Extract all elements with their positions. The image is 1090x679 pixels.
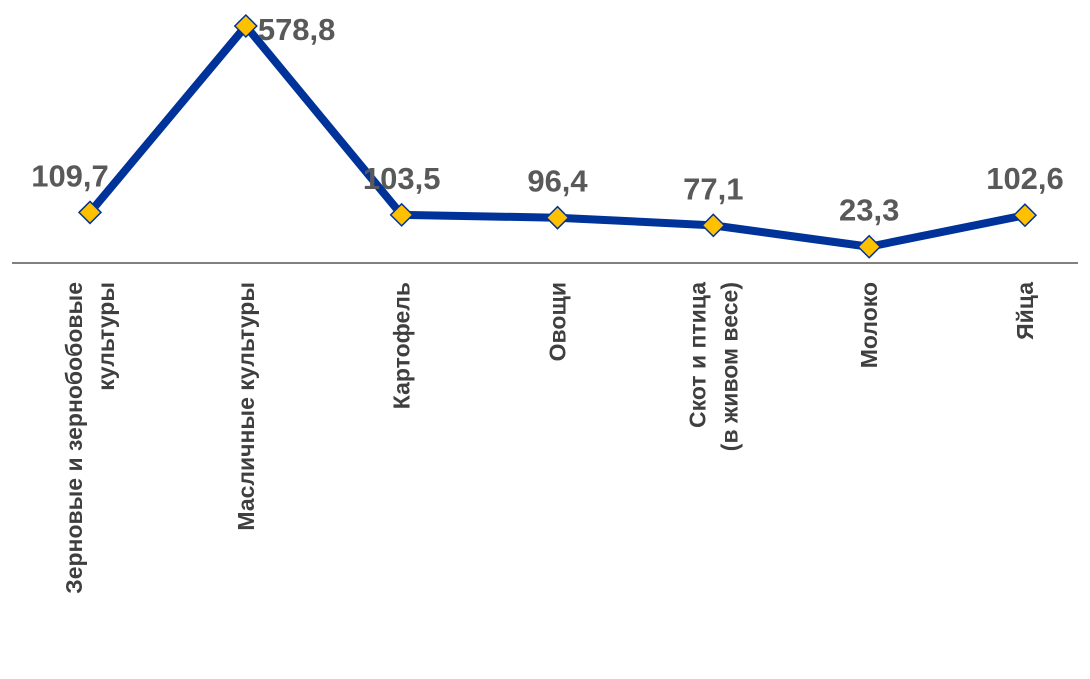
data-label: 109,7 [31,158,109,193]
category-label-line: Яйца [1012,282,1038,340]
data-label: 23,3 [839,193,899,228]
data-label: 77,1 [683,171,743,206]
data-label: 102,6 [986,161,1064,196]
data-label: 103,5 [363,161,441,196]
data-point-marker [389,202,414,227]
category-label-line: (в живом весе) [716,282,742,451]
category-label-line: Овощи [545,282,571,361]
data-point-marker [77,200,103,225]
category-label: Зерновые и зернобобовые культуры [61,282,119,594]
category-label-line: Зерновые и зернобобовые [61,282,87,594]
data-point-marker [233,13,258,39]
category-label: Скот и птица (в живом весе) [684,282,742,451]
data-label: 578,8 [258,12,336,47]
data-point-marker [857,234,882,259]
category-label: Масличные культуры [233,282,259,531]
category-label-line: Молоко [856,282,882,368]
markers-layer [77,13,1038,259]
data-point-marker [701,213,726,238]
category-label-line: Картофель [389,282,415,409]
category-label: Яйца [1012,282,1038,340]
data-point-marker [545,205,570,230]
category-labels-layer: Зерновые и зернобобовые культуры Масличные… [61,282,1038,594]
category-label-line: Скот и птица [684,282,710,428]
category-label: Картофель [389,282,415,409]
data-labels-layer: 109,7 578,8 103,5 96,4 77,1 23,3 102,6 [31,12,1064,228]
category-label: Молоко [856,282,882,368]
category-label-line: Масличные культуры [233,282,259,531]
category-label-line: культуры [93,282,119,391]
category-label: Овощи [545,282,571,361]
data-point-marker [1012,203,1038,228]
data-label: 96,4 [527,164,588,199]
